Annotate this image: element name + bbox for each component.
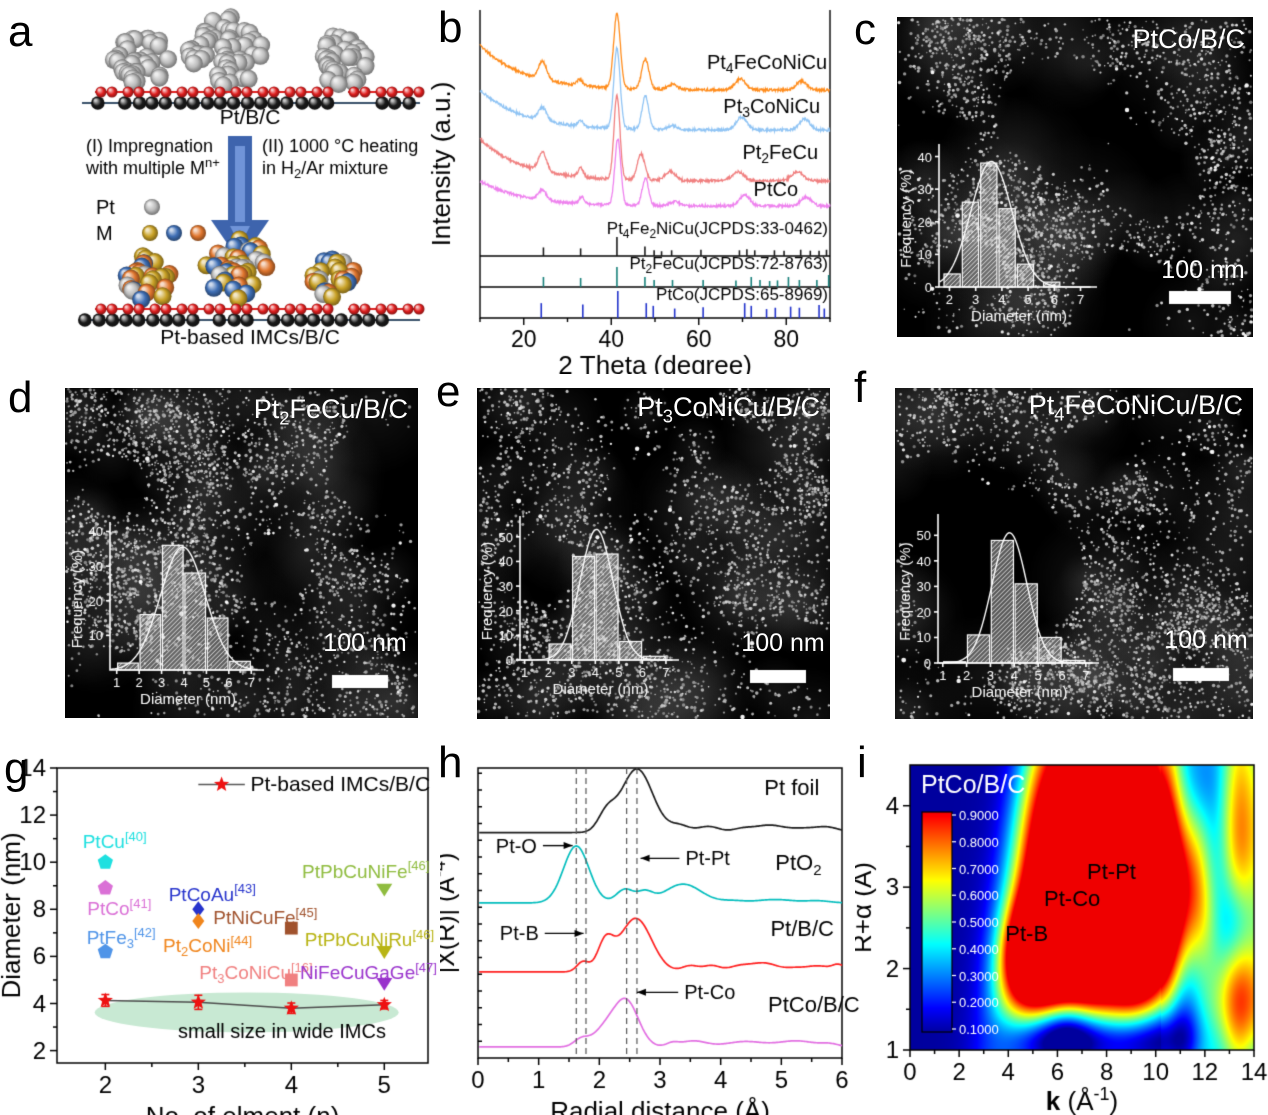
panel-e-sample-label: Pt3CoNiCu/B/C [637, 392, 820, 427]
panel-d-scalebar-label: 100 nm [323, 629, 407, 657]
panel-d-stem-canvas [65, 388, 418, 718]
panel-e-letter: e [436, 367, 461, 416]
panel-f-stem-canvas [895, 388, 1253, 719]
panel-h-exafs-canvas [440, 745, 860, 1115]
panel-e-stem-canvas [477, 388, 830, 719]
panel-d-letter: d [8, 373, 33, 422]
panel-f-sample-label: Pt4FeCoNiCu/B/C [1028, 390, 1243, 425]
panel-g-scatter-canvas [0, 745, 440, 1115]
panel-c-scalebar-label: 100 nm [1161, 256, 1245, 284]
panel-c-stem-canvas [897, 17, 1253, 337]
panel-c-sample-label: PtCo/B/C [1132, 24, 1245, 54]
panel-c-letter: c [854, 5, 876, 54]
panel-e-scalebar-label: 100 nm [741, 629, 825, 657]
panel-i-wavelet-canvas [855, 745, 1268, 1115]
panel-f-scalebar-label: 100 nm [1164, 626, 1248, 654]
panel-f-letter: f [854, 363, 867, 412]
panel-b-xrd-canvas [430, 0, 852, 374]
panel-a-schematic-canvas [0, 0, 430, 368]
panel-d-sample-label: Pt2FeCu/B/C [253, 394, 408, 429]
